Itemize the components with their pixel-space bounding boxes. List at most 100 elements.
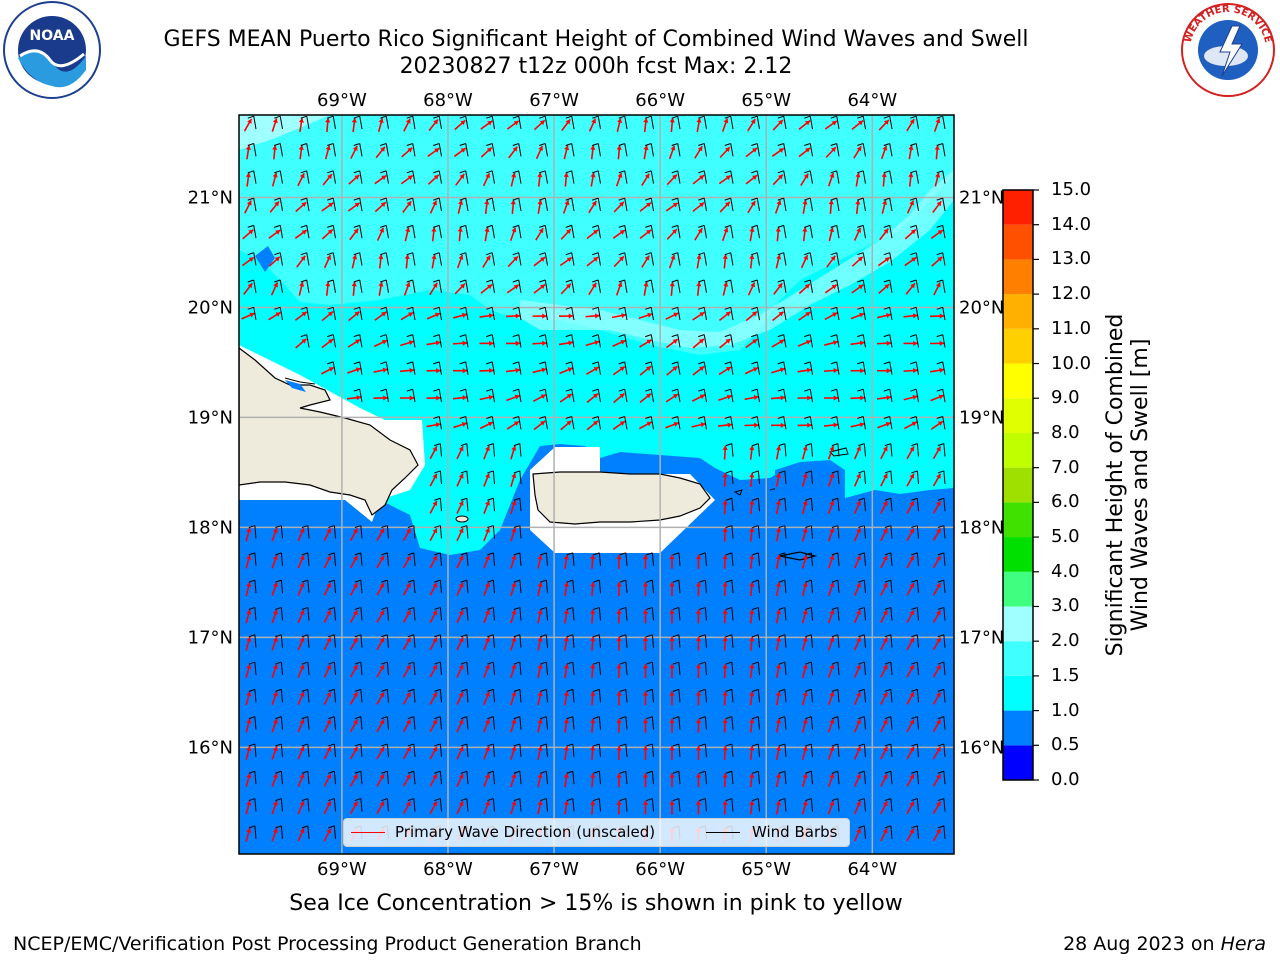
wind-barb <box>943 825 946 839</box>
wind-barb-flag <box>513 443 521 447</box>
wave-arrowhead <box>326 801 332 807</box>
wind-barb <box>757 634 760 648</box>
wind-barb-flag <box>381 661 388 665</box>
wind-barb <box>704 689 707 703</box>
wave-arrowhead <box>275 312 281 317</box>
wind-barb-flag <box>539 115 546 119</box>
wind-barb-flag <box>328 606 335 610</box>
wind-barb <box>544 361 548 375</box>
wave-arrowhead <box>936 774 941 780</box>
wind-barb-flag <box>910 416 917 419</box>
wind-barb <box>703 279 707 293</box>
wind-barb <box>625 634 628 648</box>
wind-barb-flag <box>857 224 864 228</box>
wind-barb-flag <box>884 743 892 747</box>
wind-barb-flag <box>778 606 786 610</box>
wind-barb-flag <box>593 716 600 720</box>
wind-barb <box>571 279 575 293</box>
wave-arrowhead <box>326 582 332 588</box>
wind-barb <box>756 252 760 266</box>
wind-barb <box>253 252 257 266</box>
wave-arrowhead <box>829 664 835 670</box>
wind-barb <box>942 170 946 184</box>
wind-barb-flag <box>540 770 547 774</box>
wave-arrowhead <box>829 173 835 178</box>
wind-barb <box>332 279 336 293</box>
colorbar-tick-label: 1.5 <box>1051 664 1080 686</box>
wind-barb-flag <box>513 634 521 638</box>
wind-barb-flag <box>380 170 387 174</box>
wind-barb <box>890 634 893 648</box>
wave-arrowhead <box>301 338 307 344</box>
wind-barb-flag <box>434 606 441 610</box>
wind-barb-flag <box>566 770 574 774</box>
wind-barb-flag <box>354 688 362 692</box>
wave-arrowhead <box>299 637 305 643</box>
wind-barb <box>439 498 442 512</box>
wind-barb <box>783 279 787 293</box>
wind-barb-flag <box>646 743 653 747</box>
wave-arrowhead <box>537 200 543 205</box>
wind-barb-flag <box>672 579 680 583</box>
wave-arrowhead <box>911 421 917 427</box>
wind-barb-flag <box>301 552 309 556</box>
wave-arrowhead <box>537 609 543 615</box>
wind-barb <box>625 743 628 757</box>
wind-barb-flag <box>406 224 413 228</box>
wind-barb-flag <box>936 197 943 201</box>
wave-arrowhead <box>775 527 782 533</box>
wind-barb <box>703 252 707 266</box>
wind-barb-flag <box>698 143 705 146</box>
wind-barb-flag <box>354 716 362 720</box>
wind-barb <box>810 716 813 730</box>
wave-arrowhead <box>406 583 411 589</box>
wind-barb <box>915 198 919 211</box>
wind-barb <box>307 634 310 648</box>
wave-arrowhead <box>565 119 571 125</box>
wave-arrowhead <box>537 582 543 588</box>
wave-arrowhead <box>938 394 944 400</box>
wave-arrowhead <box>353 719 358 725</box>
wind-barb <box>466 771 469 785</box>
wave-arrowhead <box>805 312 811 317</box>
wind-barb <box>571 307 575 321</box>
wave-arrowhead <box>856 446 861 452</box>
wind-barb <box>518 143 522 157</box>
wind-barb-flag <box>646 688 653 692</box>
wind-barb-flag <box>248 606 256 610</box>
wind-barb <box>598 552 601 566</box>
wave-arrowhead <box>616 691 622 696</box>
wave-arrowhead <box>673 421 679 427</box>
wave-arrowhead <box>619 421 625 426</box>
wind-barb <box>650 143 654 157</box>
wind-barb-flag <box>328 634 335 638</box>
wind-barb <box>519 689 522 703</box>
wind-barb <box>704 607 707 621</box>
wind-barb-flag <box>618 306 625 310</box>
wind-barb <box>492 689 495 703</box>
wave-arrowhead <box>672 202 678 208</box>
wave-arrowhead <box>749 800 755 806</box>
wind-barb <box>518 307 522 321</box>
wave-arrowhead <box>936 719 941 725</box>
wind-barb <box>915 389 919 403</box>
wind-barb <box>544 143 548 157</box>
wave-arrowhead <box>326 255 331 261</box>
wind-barb <box>730 116 734 130</box>
wave-arrowhead <box>751 311 757 317</box>
wind-barb <box>678 771 681 785</box>
wave-arrowhead <box>409 395 414 401</box>
wind-barb-flag <box>406 388 413 392</box>
wave-arrowhead <box>831 120 837 126</box>
wind-barb-flag <box>300 224 307 228</box>
wave-arrowhead <box>616 554 622 560</box>
wave-arrowhead <box>645 366 651 371</box>
wind-barb <box>916 743 919 757</box>
wind-barb-flag <box>645 170 652 174</box>
wave-arrowhead <box>567 367 573 373</box>
wind-barb-flag <box>831 552 839 556</box>
wave-arrowhead <box>699 202 705 208</box>
wind-barb-flag <box>858 743 865 747</box>
wind-barb-flag <box>353 334 360 338</box>
wave-arrowhead <box>829 582 835 588</box>
